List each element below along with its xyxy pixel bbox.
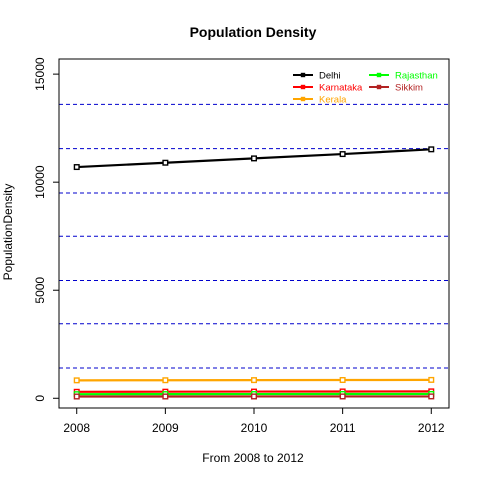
x-tick-label: 2010	[241, 421, 268, 435]
data-point	[250, 393, 257, 400]
data-point	[73, 393, 80, 400]
legend-item-delhi: Delhi	[293, 71, 341, 82]
legend-label: Kerala	[319, 95, 347, 106]
series-kerala	[73, 376, 435, 384]
data-point	[250, 377, 257, 384]
y-tick-label: 15000	[33, 57, 47, 91]
plot-frame	[58, 58, 450, 409]
data-point	[73, 164, 80, 171]
series-sikkim	[73, 393, 435, 400]
series-delhi	[73, 146, 435, 171]
legend-item-karnataka: Karnataka	[293, 83, 363, 94]
legend-swatch-marker	[300, 96, 306, 102]
x-axis: 2008 2009 2010 2011 2012	[63, 407, 445, 435]
y-tick-label: 10000	[33, 165, 47, 199]
data-point	[162, 393, 169, 400]
legend-label: Karnataka	[319, 83, 363, 94]
data-point	[73, 377, 80, 384]
data-point	[339, 151, 346, 158]
legend-swatch-marker	[376, 84, 382, 90]
y-axis-label: PopulationDensity	[1, 184, 15, 281]
legend-item-kerala: Kerala	[293, 95, 347, 106]
legend-label: Delhi	[319, 71, 341, 82]
data-point	[339, 393, 346, 400]
legend-item-rajasthan: Rajasthan	[369, 71, 438, 82]
x-axis-label: From 2008 to 2012	[202, 451, 304, 465]
data-point	[428, 376, 435, 383]
chart-title: Population Density	[190, 24, 317, 40]
y-tick-label: 0	[33, 395, 47, 402]
data-point	[339, 377, 346, 384]
legend-label: Sikkim	[395, 83, 423, 94]
data-point	[428, 146, 435, 153]
data-point	[250, 155, 257, 162]
x-tick-label: 2011	[330, 421, 356, 435]
series-layer	[73, 146, 435, 400]
legend-swatch-marker	[300, 72, 306, 78]
reference-lines	[59, 103, 449, 369]
x-tick-label: 2008	[63, 421, 90, 435]
legend-label: Rajasthan	[395, 71, 438, 82]
x-tick-label: 2009	[152, 421, 179, 435]
legend-swatch-marker	[300, 84, 306, 90]
y-tick-label: 5000	[33, 277, 47, 304]
legend-swatch-marker	[376, 72, 382, 78]
data-point	[162, 377, 169, 384]
data-point	[428, 393, 435, 400]
legend-item-sikkim: Sikkim	[369, 83, 423, 94]
y-axis: 0 5000 10000 15000	[33, 57, 60, 402]
data-point	[162, 159, 169, 166]
x-tick-label: 2012	[418, 421, 445, 435]
